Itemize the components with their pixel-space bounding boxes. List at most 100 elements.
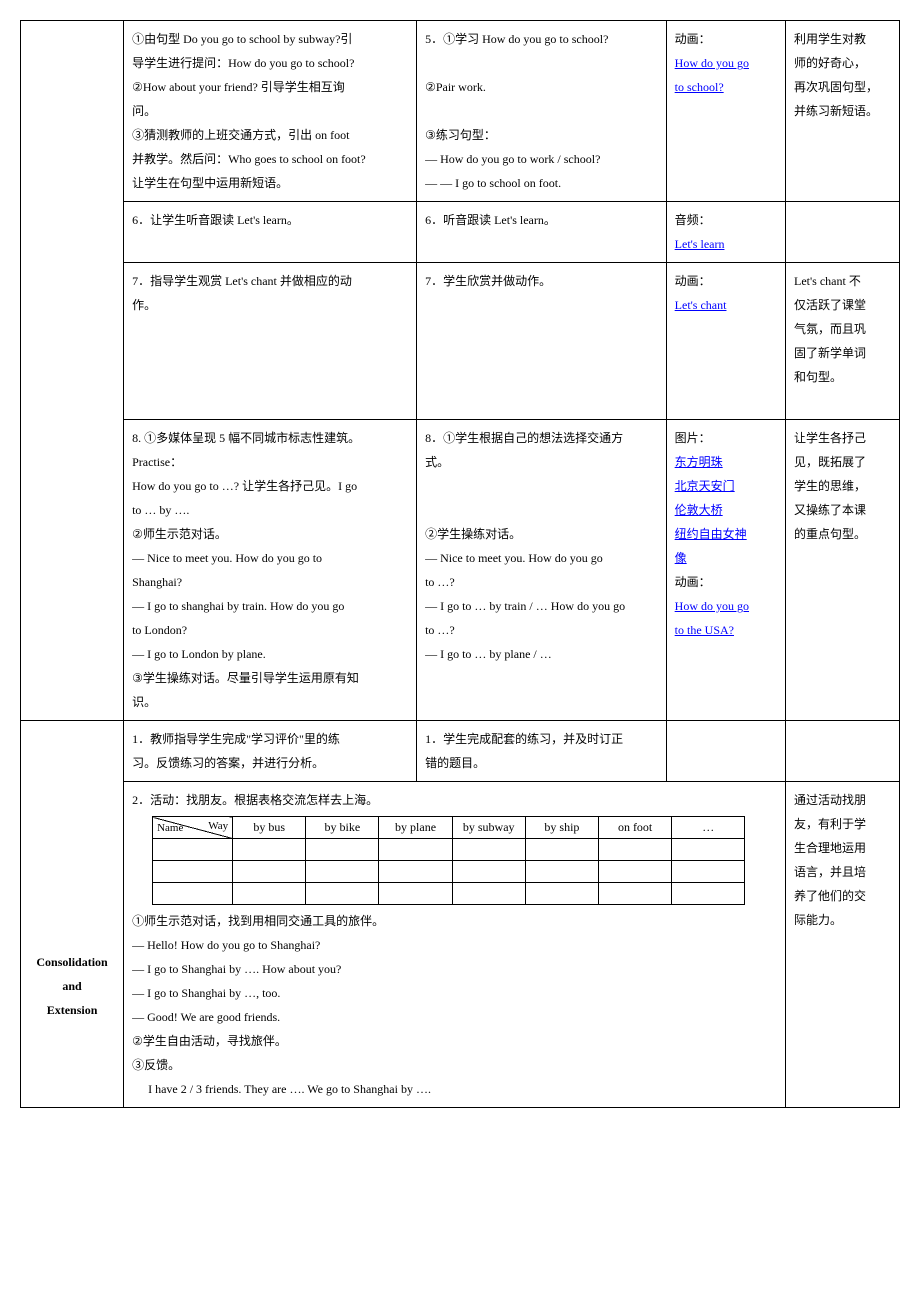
media-link[interactable]: How do you go <box>675 599 749 613</box>
text: 错的题目。 <box>425 756 485 770</box>
text: — Nice to meet you. How do you go <box>425 551 603 565</box>
text: Shanghai? <box>132 575 182 589</box>
text: 识。 <box>132 695 156 709</box>
media-label: 动画： <box>675 575 711 589</box>
text: 6．让学生听音跟读 Let's learn。 <box>132 213 299 227</box>
text: ①师生示范对话，找到用相同交通工具的旅伴。 <box>132 914 384 928</box>
transport-survey-table: Way Name by bus by bike by plane by subw… <box>152 816 745 905</box>
text: ①由句型 Do you go to school by subway?引 <box>132 32 352 46</box>
intent-cell <box>786 202 900 263</box>
table-row: 6．让学生听音跟读 Let's learn。 6．听音跟读 Let's lear… <box>21 202 900 263</box>
blank-row <box>153 861 745 883</box>
lesson-plan-table: ①由句型 Do you go to school by subway?引 导学生… <box>20 20 900 1108</box>
label-text: Consolidation <box>36 955 107 969</box>
text: to …? <box>425 575 455 589</box>
text: ②学生自由活动，寻找旅伴。 <box>132 1034 287 1048</box>
text: — How do you go to work / school? <box>425 152 600 166</box>
media-label: 动画： <box>675 274 711 288</box>
text: 语言，并且培 <box>794 865 866 879</box>
text: 见，既拓展了 <box>794 455 866 469</box>
media-link[interactable]: Let's learn <box>675 237 725 251</box>
text: 并教学。然后问：Who goes to school on foot? <box>132 152 366 166</box>
text: 8．①学生根据自己的想法选择交通方 <box>425 431 623 445</box>
media-link[interactable]: 像 <box>675 551 687 565</box>
media-cell: 音频： Let's learn <box>666 202 785 263</box>
text: ③练习句型： <box>425 128 496 142</box>
media-link[interactable]: 伦敦大桥 <box>675 503 723 517</box>
teacher-cell: 6．让学生听音跟读 Let's learn。 <box>124 202 417 263</box>
text: 习。反馈练习的答案，并进行分析。 <box>132 756 324 770</box>
media-cell: 动画： How do you go to school? <box>666 21 785 202</box>
student-cell: 7．学生欣赏并做动作。 <box>417 263 667 420</box>
text: 利用学生对教 <box>794 32 866 46</box>
text: — I go to … by plane / … <box>425 647 552 661</box>
text: 友，有利于学 <box>794 817 866 831</box>
text: 1．教师指导学生完成"学习评价"里的练 <box>132 732 340 746</box>
table-row: Consolidation and Extension 1．教师指导学生完成"学… <box>21 721 900 782</box>
table-row: 8. ①多媒体呈现 5 幅不同城市标志性建筑。 Practise： How do… <box>21 420 900 721</box>
text: 7．学生欣赏并做动作。 <box>425 274 551 288</box>
col-header: on foot <box>599 817 672 839</box>
text: 8. ①多媒体呈现 5 幅不同城市标志性建筑。 <box>132 431 360 445</box>
blank-row <box>153 883 745 905</box>
text: 又操练了本课 <box>794 503 866 517</box>
text: ②How about your friend? 引导学生相互询 <box>132 80 345 94</box>
col-header: by bus <box>233 817 306 839</box>
text: 让学生在句型中运用新短语。 <box>132 176 288 190</box>
intent-cell: Let's chant 不 仅活跃了课堂 气氛，而且巩 固了新学单词 和句型。 <box>786 263 900 420</box>
teacher-cell: 8. ①多媒体呈现 5 幅不同城市标志性建筑。 Practise： How do… <box>124 420 417 721</box>
text: — I go to Shanghai by …, too. <box>132 986 280 1000</box>
text: 6．听音跟读 Let's learn。 <box>425 213 556 227</box>
table-row: 7．指导学生观赏 Let's chant 并做相应的动 作。 7．学生欣赏并做动… <box>21 263 900 420</box>
text: 固了新学单词 <box>794 346 866 360</box>
text: 让学生各抒己 <box>794 431 866 445</box>
text: ②Pair work. <box>425 80 486 94</box>
teacher-cell: 7．指导学生观赏 Let's chant 并做相应的动 作。 <box>124 263 417 420</box>
text: Practise： <box>132 455 182 469</box>
teacher-cell: ①由句型 Do you go to school by subway?引 导学生… <box>124 21 417 202</box>
intent-cell: 通过活动找朋 友，有利于学 生合理地运用 语言，并且培 养了他们的交 际能力。 <box>786 782 900 1108</box>
diagonal-header: Way Name <box>153 817 233 839</box>
text: ③反馈。 <box>132 1058 180 1072</box>
activity-cell: 2．活动：找朋友。根据表格交流怎样去上海。 Way Name by bus by… <box>124 782 786 1108</box>
col-header: by ship <box>525 817 598 839</box>
media-link[interactable]: How do you go <box>675 56 749 70</box>
media-link[interactable]: Let's chant <box>675 298 727 312</box>
text: Let's chant 不 <box>794 274 861 288</box>
text: — I go to Shanghai by …. How about you? <box>132 962 341 976</box>
media-label: 动画： <box>675 32 711 46</box>
text: ②师生示范对话。 <box>132 527 227 541</box>
student-cell: 6．听音跟读 Let's learn。 <box>417 202 667 263</box>
text: 作。 <box>132 298 156 312</box>
col-header: by bike <box>306 817 379 839</box>
text: 7．指导学生观赏 Let's chant 并做相应的动 <box>132 274 352 288</box>
text: 和句型。 <box>794 370 842 384</box>
media-link[interactable]: to the USA? <box>675 623 734 637</box>
student-cell: 5．①学习 How do you go to school? ②Pair wor… <box>417 21 667 202</box>
text: — Good! We are good friends. <box>132 1010 280 1024</box>
section-label-upper <box>21 21 124 721</box>
text: 2．活动：找朋友。根据表格交流怎样去上海。 <box>132 793 378 807</box>
media-link[interactable]: 北京天安门 <box>675 479 735 493</box>
student-cell: 1．学生完成配套的练习，并及时订正 错的题目。 <box>417 721 667 782</box>
text: — — I go to school on foot. <box>425 176 561 190</box>
text: 5．①学习 How do you go to school? <box>425 32 608 46</box>
media-link[interactable]: 东方明珠 <box>675 455 723 469</box>
col-header: by plane <box>379 817 452 839</box>
way-label: Way <box>208 819 228 834</box>
text: I have 2 / 3 friends. They are …. We go … <box>132 1077 777 1101</box>
intent-cell: 让学生各抒己 见，既拓展了 学生的思维， 又操练了本课 的重点句型。 <box>786 420 900 721</box>
text: 生合理地运用 <box>794 841 866 855</box>
media-label: 图片： <box>675 431 711 445</box>
text: 再次巩固句型， <box>794 80 878 94</box>
media-link[interactable]: 纽约自由女神 <box>675 527 747 541</box>
blank-row <box>153 839 745 861</box>
text: 养了他们的交 <box>794 889 866 903</box>
text: to …? <box>425 623 455 637</box>
text: 并练习新短语。 <box>794 104 878 118</box>
text: 师的好奇心， <box>794 56 866 70</box>
label-text: and <box>62 979 81 993</box>
col-header: … <box>672 817 745 839</box>
media-link[interactable]: to school? <box>675 80 724 94</box>
text: — I go to London by plane. <box>132 647 266 661</box>
